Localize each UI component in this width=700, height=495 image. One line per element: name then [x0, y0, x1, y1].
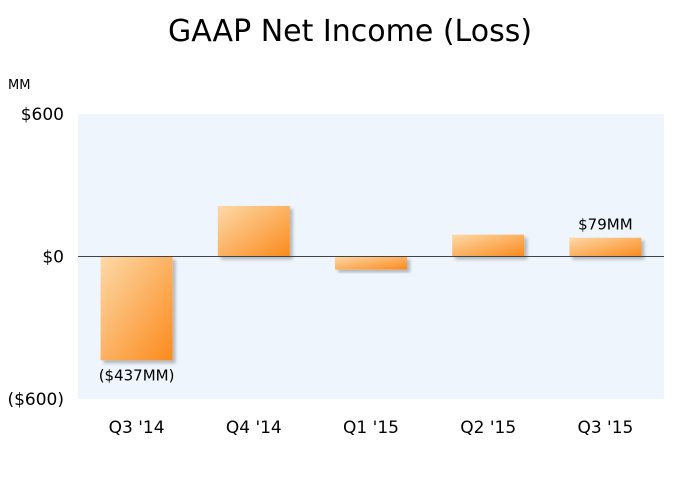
x-tick-label: Q4 '14	[226, 418, 282, 438]
x-tick-label: Q1 '15	[343, 418, 399, 438]
chart-title: GAAP Net Income (Loss)	[167, 14, 533, 49]
y-tick-label: $600	[21, 105, 64, 125]
data-label-1: ($437MM)	[99, 366, 175, 384]
bar-4	[452, 234, 525, 257]
data-label-5: $79MM	[578, 216, 633, 234]
bar-2	[217, 205, 290, 257]
bar-1	[100, 256, 173, 361]
y-tick-label: $0	[42, 248, 64, 268]
unit-label: MM	[8, 78, 31, 93]
bar-3	[335, 256, 407, 270]
bar-5	[569, 237, 642, 257]
x-tick-label: Q3 '14	[109, 418, 165, 438]
y-tick-label: ($600)	[7, 390, 64, 410]
x-tick-label: Q2 '15	[460, 418, 516, 438]
x-tick-label: Q3 '15	[577, 418, 633, 438]
